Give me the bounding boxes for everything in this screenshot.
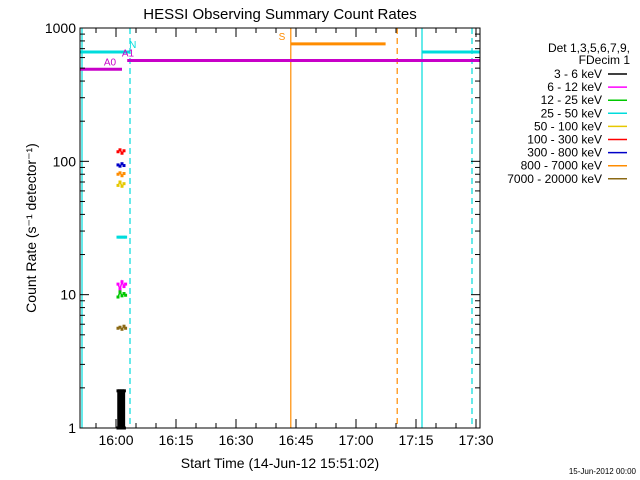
legend-label: 50 - 100 keV [534,119,602,133]
data-point [120,294,124,298]
legend-header-line-2: FDecim 1 [579,53,631,67]
data-point [118,235,122,239]
x-tick-label: 16:45 [278,432,313,448]
series-7 [116,171,126,178]
data-point [124,293,128,297]
y-tick-label: 1 [68,420,76,436]
legend-header-line-1: Det 1,3,5,6,7,9, [548,41,630,55]
series-6 [116,162,126,168]
data-point [118,325,122,329]
data-point [119,389,123,393]
legend-label: 6 - 12 keV [547,80,602,94]
y-axis-label: Count Rate (s⁻¹ detector⁻¹) [23,143,39,313]
data-point [122,182,126,186]
data-point [118,171,122,175]
data-point [116,389,120,393]
x-tick-label: 16:30 [218,432,253,448]
data-point [116,295,120,299]
data-point [122,172,126,176]
data-point [116,150,120,154]
data-point [116,282,120,286]
data-point [120,184,124,188]
series-3 [116,235,128,239]
x-tick-label: 17:30 [458,432,493,448]
data-point [116,326,120,330]
legend-label: 7000 - 20000 keV [507,172,602,186]
data-point [122,292,126,296]
data-point [122,149,126,153]
legend-label: 800 - 7000 keV [521,159,602,173]
series-5 [116,148,126,155]
x-tick-label: 17:15 [398,432,433,448]
series-line-0 [117,390,126,429]
data-point [120,162,124,166]
data-point [124,326,128,330]
x-tick-label: 16:00 [98,432,133,448]
data-point [116,172,120,176]
data-point [122,235,126,239]
legend-label: 100 - 300 keV [527,133,602,147]
data-point [116,235,120,239]
x-axis-label: Start Time (14-Jun-12 15:51:02) [181,455,379,471]
flag-label-a1: A1 [122,49,135,60]
legend-label: 25 - 50 keV [541,106,602,120]
data-point [118,148,122,152]
data-point [118,389,122,393]
y-tick-label: 1000 [45,20,76,36]
data-point [120,174,124,178]
data-point [120,280,124,284]
data-point [118,180,122,184]
data-point [116,183,120,187]
data-point [122,389,126,393]
footer-timestamp: 15-Jun-2012 00:00 [569,467,637,476]
x-tick-label: 16:15 [158,432,193,448]
data-point [116,163,120,167]
y-tick-label: 100 [53,153,77,169]
data-point [122,285,126,289]
data-point [118,290,122,294]
data-point [120,235,124,239]
data-point [124,282,128,286]
series-0 [116,389,126,430]
series-2 [116,289,128,299]
data-point [120,151,124,155]
x-tick-label: 17:00 [338,432,373,448]
legend-label: 3 - 6 keV [554,67,602,81]
y-tick-label: 10 [60,287,76,303]
series-1 [116,279,128,292]
chart-title: HESSI Observing Summary Count Rates [143,6,416,23]
data-point [121,389,125,393]
series-4 [116,180,126,188]
data-point [124,235,128,239]
flag-label-n: N [129,40,136,51]
plot-frame [79,27,481,429]
data-point [118,287,122,291]
flag-label-a0: A0 [104,57,117,68]
data-point [118,164,122,168]
data-point [122,164,126,168]
legend-label: 12 - 25 keV [541,93,602,107]
series-8 [116,324,128,331]
flag-label-s: S [279,32,286,43]
data-point [120,327,124,331]
legend-label: 300 - 800 keV [527,146,602,160]
data-point [122,324,126,328]
